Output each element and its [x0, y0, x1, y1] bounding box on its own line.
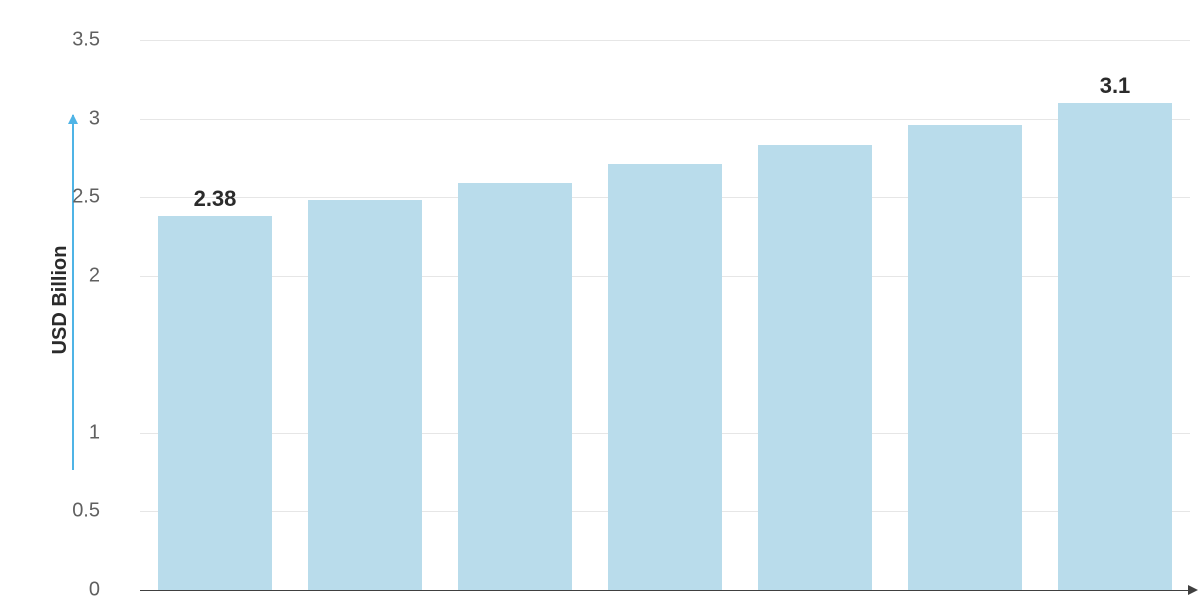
y-tick-label: 3	[89, 107, 100, 130]
bar-slot	[290, 40, 440, 590]
y-axis-arrow-icon	[72, 115, 74, 470]
bar	[458, 183, 572, 590]
bars-container: 2.38 3.1	[140, 40, 1190, 590]
y-tick-label: 2.5	[72, 186, 100, 209]
bar-slot: 3.1	[1040, 40, 1190, 590]
bar-slot	[740, 40, 890, 590]
bar-slot	[890, 40, 1040, 590]
bar-chart: USD Billion 0 0.5 1 2 2.5 3 3.5 2.38 3.1	[0, 0, 1200, 600]
bar	[308, 200, 422, 590]
bar-slot	[440, 40, 590, 590]
y-tick-label: 0.5	[72, 500, 100, 523]
y-axis-label: USD Billion	[49, 246, 72, 355]
bar	[758, 145, 872, 590]
bar-slot	[590, 40, 740, 590]
y-tick-label: 1	[89, 421, 100, 444]
y-tick-label: 0	[89, 579, 100, 600]
x-axis-line	[140, 590, 1190, 591]
bar	[158, 216, 272, 590]
y-tick-label: 3.5	[72, 29, 100, 52]
x-axis-arrow-icon	[1188, 585, 1198, 595]
bar-value-label: 2.38	[194, 186, 237, 212]
bar-slot: 2.38	[140, 40, 290, 590]
bar	[608, 164, 722, 590]
bar	[1058, 103, 1172, 590]
bar	[908, 125, 1022, 590]
bar-value-label: 3.1	[1100, 73, 1131, 99]
y-tick-label: 2	[89, 264, 100, 287]
plot-area: 2.38 3.1	[140, 40, 1190, 590]
